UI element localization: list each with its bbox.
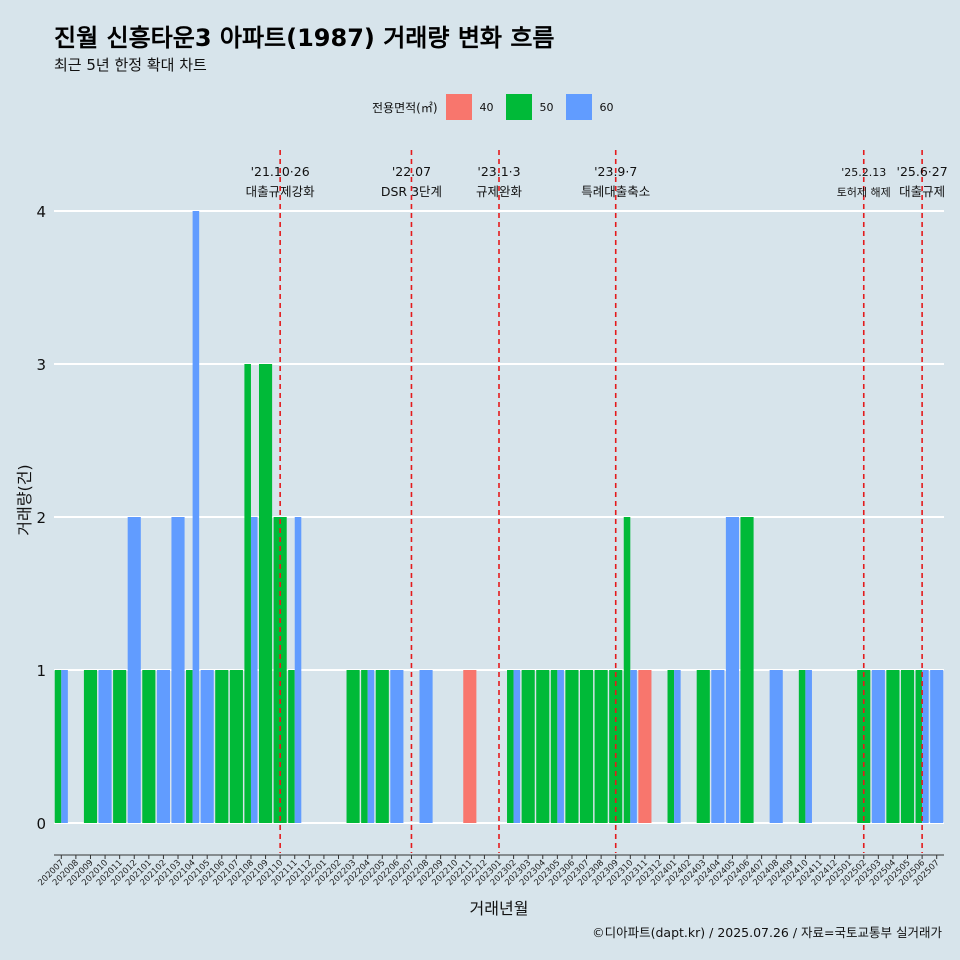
legend-label-60: 60 <box>599 100 614 114</box>
bar-202506-50 <box>915 670 923 823</box>
bar-202105-60 <box>200 670 214 823</box>
bar-202305-50 <box>550 670 558 823</box>
event-date-202301: '23.1·3 <box>477 164 520 179</box>
legend-swatch-50 <box>505 94 532 120</box>
bar-202106-50 <box>215 670 229 823</box>
bar-202010-60 <box>98 670 112 823</box>
x-axis-title: 거래년월 <box>470 899 529 918</box>
bar-202203-50 <box>346 670 360 823</box>
bar-202410-60 <box>805 670 812 823</box>
event-label-202309: 특례대출축소 <box>581 184 650 199</box>
event-label-202110: 대출규제강화 <box>246 184 316 199</box>
bar-202108-60 <box>250 517 258 823</box>
y-tick-label-1: 1 <box>36 662 46 680</box>
bar-202111-60 <box>294 517 302 823</box>
chart-subtitle: 최근 5년 한정 확대 차트 <box>54 56 207 74</box>
bar-202205-50 <box>375 670 389 823</box>
bar-202104-50 <box>186 670 193 823</box>
bar-202410-50 <box>798 670 806 823</box>
source-caption: ©디아파트(dapt.kr) / 2025.07.26 / 자료=국토교통부 실… <box>592 925 942 940</box>
event-date-202309: '23.9·7 <box>594 164 637 179</box>
event-date-202502: '25.2.13 <box>841 166 886 179</box>
bar-202007-50 <box>54 670 62 823</box>
legend-swatch-60 <box>565 94 592 120</box>
bar-202403-50 <box>696 670 710 823</box>
y-tick-label-3: 3 <box>36 356 46 374</box>
bar-202405-60 <box>725 517 740 823</box>
bar-202302-50 <box>507 670 514 823</box>
bar-202401-50 <box>667 670 675 823</box>
bar-202506-60 <box>922 670 929 823</box>
bar-202104-60 <box>192 211 200 823</box>
event-label-202502: 토허제 해제 <box>837 185 891 199</box>
event-date-202207: '22.07 <box>392 164 431 179</box>
bar-202007-60 <box>61 670 68 823</box>
bar-202408-60 <box>769 670 783 823</box>
y-tick-label-4: 4 <box>36 203 46 221</box>
bar-202401-60 <box>674 670 681 823</box>
bar-202302-60 <box>513 670 521 823</box>
legend: 전용면적(㎡) 40 50 60 <box>372 93 626 121</box>
bar-202101-50 <box>142 670 156 823</box>
event-label-202207: DSR 3단계 <box>381 184 442 199</box>
bar-202310-60 <box>630 670 637 823</box>
legend-swatch-40 <box>445 94 472 120</box>
bar-202108-50 <box>244 364 251 823</box>
event-date-202506: '25.6·27 <box>897 164 948 179</box>
y-tick-label-0: 0 <box>36 815 46 833</box>
legend-label-40: 40 <box>479 100 494 114</box>
bar-202308-50 <box>594 670 608 823</box>
bar-202102-60 <box>156 670 170 823</box>
bar-202206-60 <box>390 670 404 823</box>
bar-202406-50 <box>740 517 754 823</box>
bar-202504-50 <box>886 670 900 823</box>
bar-202204-50 <box>361 670 368 823</box>
bar-202503-60 <box>871 670 885 823</box>
legend-item-50: 50 <box>505 94 560 120</box>
bar-202311-40 <box>638 670 652 823</box>
bar-202505-50 <box>900 670 915 823</box>
bar-202204-60 <box>367 670 375 823</box>
bar-202109-50 <box>258 364 273 823</box>
bar-202107-50 <box>229 670 243 823</box>
legend-item-60: 60 <box>565 94 620 120</box>
bar-202110-50 <box>273 517 287 823</box>
bar-202306-50 <box>565 670 579 823</box>
bar-202111-50 <box>288 670 295 823</box>
bar-202307-50 <box>579 670 594 823</box>
chart-title: 진월 신흥타운3 아파트(1987) 거래량 변화 흐름 <box>54 24 555 52</box>
bar-202507-60 <box>930 670 944 823</box>
bar-202208-60 <box>419 670 433 823</box>
bar-202211-40 <box>463 670 477 823</box>
bar-202310-50 <box>623 517 631 823</box>
bar-202009-50 <box>83 670 98 823</box>
y-tick-label-2: 2 <box>36 509 46 527</box>
bar-202012-60 <box>127 517 141 823</box>
event-label-202301: 규제완화 <box>476 184 523 199</box>
y-axis-title: 거래량(건) <box>15 464 34 535</box>
event-date-202110: '21.10·26 <box>251 164 310 179</box>
legend-item-40: 40 <box>445 94 500 120</box>
bar-202305-60 <box>557 670 564 823</box>
bar-202103-60 <box>171 517 185 823</box>
event-label-202506: 대출규제 <box>899 184 945 199</box>
bar-202404-60 <box>711 670 725 823</box>
bar-202304-50 <box>536 670 550 823</box>
bar-202303-50 <box>521 670 535 823</box>
bar-202011-50 <box>113 670 127 823</box>
legend-label-50: 50 <box>539 100 554 114</box>
legend-title: 전용면적(㎡) <box>372 100 438 115</box>
